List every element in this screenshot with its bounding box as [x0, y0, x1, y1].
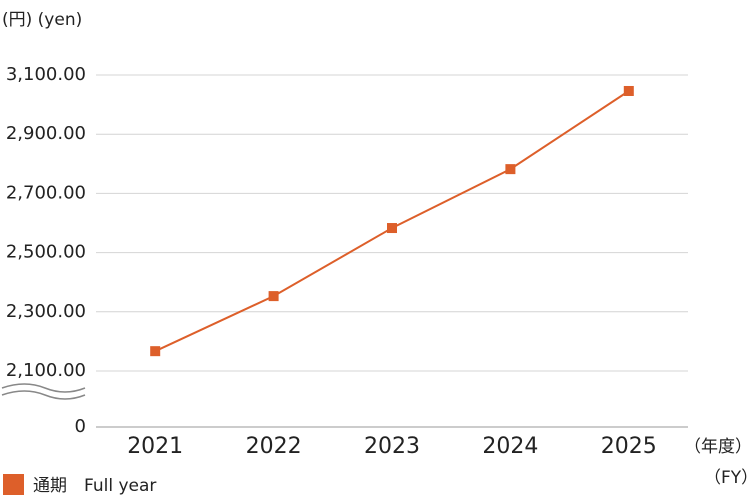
- y-axis-label: (円) (yen): [2, 10, 82, 30]
- x-tick-label: 2022: [246, 434, 302, 459]
- axis-break: [1, 383, 86, 400]
- marker: [387, 223, 397, 234]
- y-tick-label: 2,500.00: [6, 242, 86, 263]
- y-tick-label: 2,700.00: [6, 182, 86, 203]
- marker: [623, 85, 634, 96]
- legend-label: 通期 Full year: [33, 476, 156, 496]
- x-tick-label: 2023: [364, 434, 420, 459]
- y-tick-label: 0: [75, 416, 86, 437]
- x-axis-label: （FY）: [704, 468, 750, 488]
- x-axis-label: （年度）: [684, 437, 750, 457]
- y-tick-label: 2,100.00: [6, 360, 86, 381]
- x-tick-label: 2021: [127, 434, 183, 459]
- y-tick-label: 2,300.00: [6, 301, 86, 322]
- y-tick-label: 3,100.00: [6, 64, 86, 85]
- y-tick-label: 2,900.00: [6, 123, 86, 144]
- marker: [268, 291, 279, 302]
- marker: [505, 164, 516, 175]
- marker: [150, 346, 161, 357]
- legend-swatch: [3, 474, 24, 495]
- x-tick-label: 2024: [482, 434, 538, 459]
- x-tick-label: 2025: [601, 434, 657, 459]
